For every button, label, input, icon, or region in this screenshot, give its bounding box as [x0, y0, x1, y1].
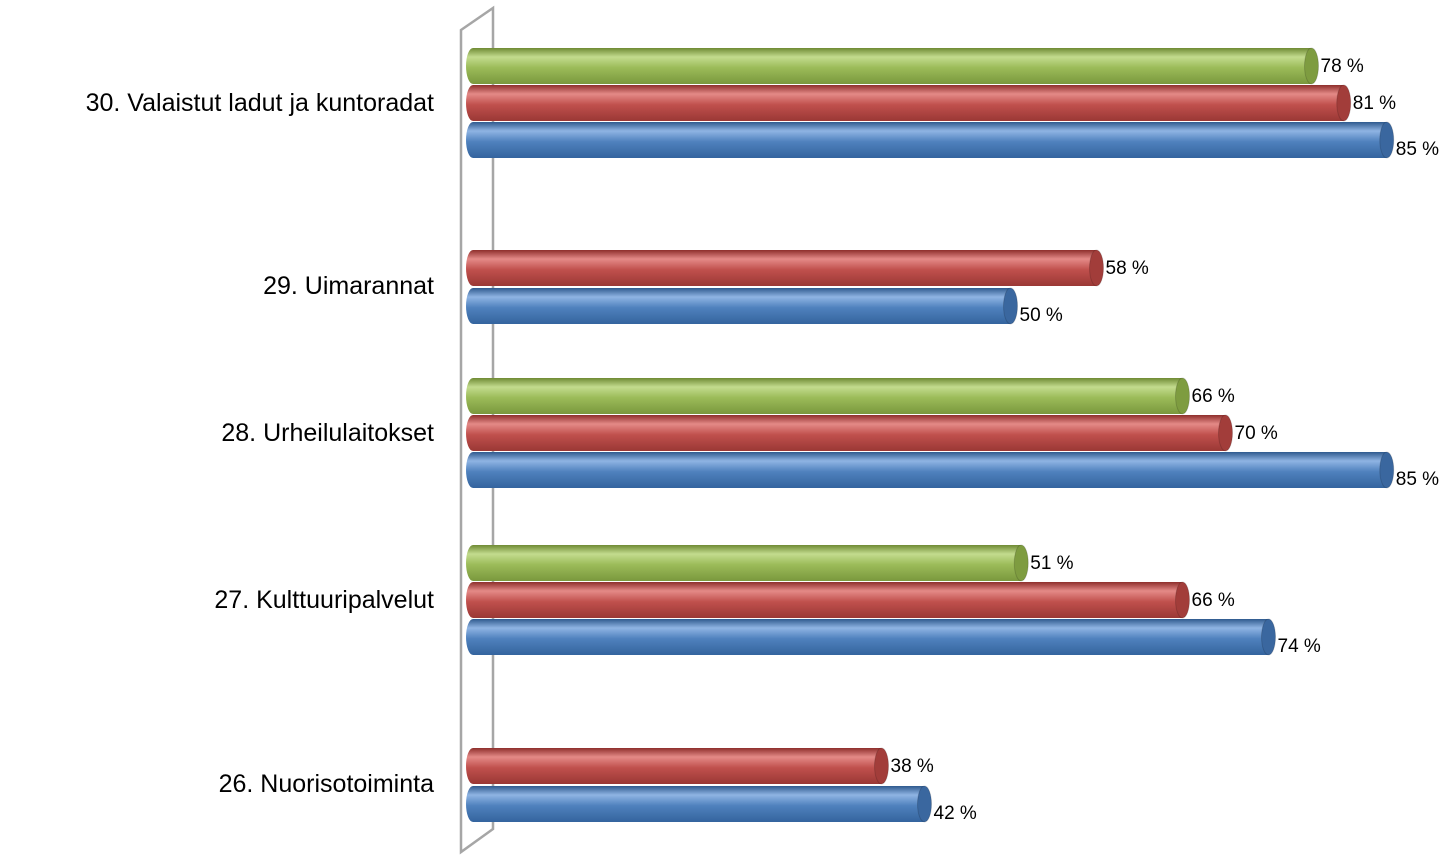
value-label: 38 % — [891, 756, 934, 777]
value-label: 85 % — [1396, 469, 1439, 490]
value-label: 66 % — [1192, 386, 1235, 407]
category-label: 29. Uimarannat — [263, 272, 434, 300]
bar-blue — [466, 451, 1395, 489]
bar-green — [466, 377, 1190, 415]
bar-red — [466, 84, 1352, 122]
category-label: 27. Kulttuuripalvelut — [214, 586, 434, 614]
bar-green — [466, 47, 1319, 85]
category-label: 30. Valaistut ladut ja kuntoradat — [85, 89, 434, 117]
bar-blue — [466, 785, 932, 823]
value-label: 50 % — [1020, 305, 1063, 326]
bar-blue — [466, 287, 1018, 325]
value-label: 66 % — [1192, 590, 1235, 611]
value-label: 51 % — [1030, 553, 1073, 574]
value-label: 81 % — [1353, 93, 1396, 114]
bar-red — [466, 414, 1233, 452]
category-label: 26. Nuorisotoiminta — [218, 770, 434, 798]
value-label: 74 % — [1278, 636, 1321, 657]
value-label: 85 % — [1396, 139, 1439, 160]
value-label: 78 % — [1321, 56, 1364, 77]
value-label: 42 % — [934, 803, 977, 824]
bar-green — [466, 544, 1029, 582]
bar-red — [466, 249, 1104, 287]
value-label: 70 % — [1235, 423, 1278, 444]
category-label: 28. Urheilulaitokset — [221, 419, 434, 447]
bar-red — [466, 747, 889, 785]
value-label: 58 % — [1106, 258, 1149, 279]
bar-red — [466, 581, 1190, 619]
bar-blue — [466, 121, 1395, 159]
bar-blue — [466, 618, 1276, 656]
